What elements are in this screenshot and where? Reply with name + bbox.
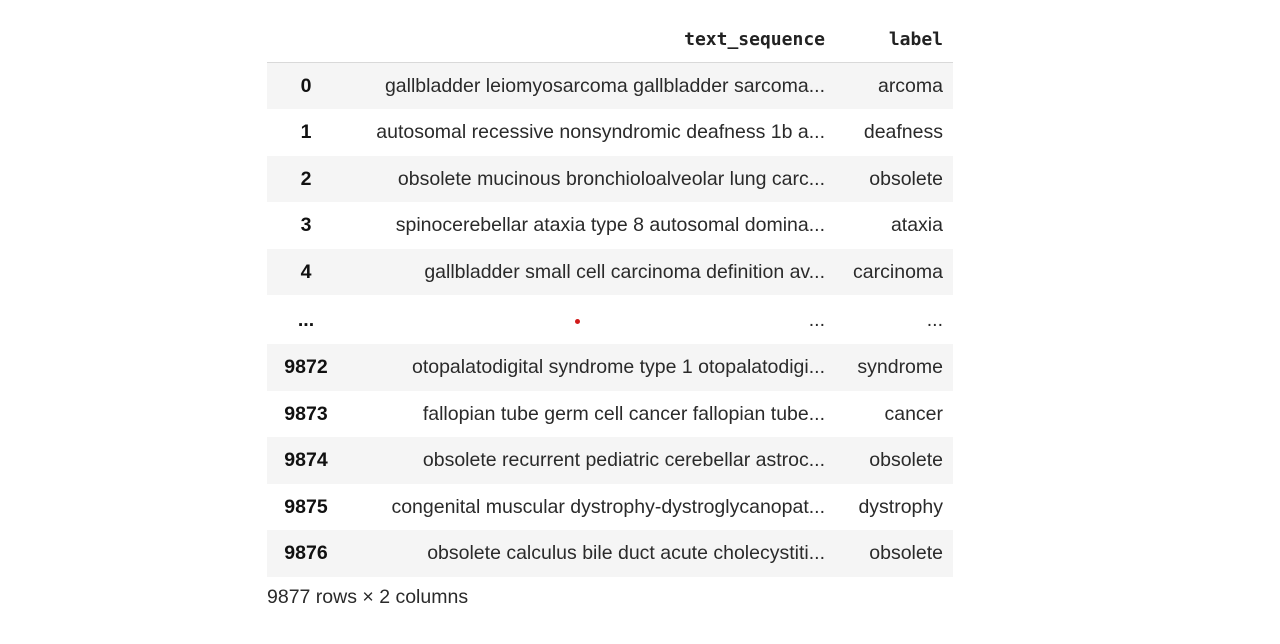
- text-sequence-ellipsis-cell: ...: [345, 295, 835, 344]
- table-row: 9875 congenital muscular dystrophy-dystr…: [267, 483, 953, 530]
- table-row: 0 gallbladder leiomyosarcoma gallbladder…: [267, 62, 953, 109]
- ellipsis-row: ... ... ...: [267, 295, 953, 344]
- text-sequence-cell: obsolete mucinous bronchioloalveolar lun…: [397, 167, 825, 190]
- row-index-ellipsis: ...: [297, 308, 315, 331]
- text-sequence-cell: fallopian tube germ cell cancer fallopia…: [422, 402, 825, 425]
- table-row: 1 autosomal recessive nonsyndromic deafn…: [267, 109, 953, 156]
- table-row: 9876 obsolete calculus bile duct acute c…: [267, 530, 953, 577]
- table-row: 4 gallbladder small cell carcinoma defin…: [267, 248, 953, 295]
- dataframe-output: text_sequence label 0 gallbladder leiomy…: [267, 18, 953, 618]
- table-row: 3 spinocerebellar ataxia type 8 autosoma…: [267, 202, 953, 249]
- row-index: 2: [300, 167, 312, 190]
- table-row: 9874 obsolete recurrent pediatric cerebe…: [267, 437, 953, 484]
- label-cell: obsolete: [869, 542, 943, 565]
- label-cell: syndrome: [857, 356, 943, 379]
- dataframe-table: text_sequence label 0 gallbladder leiomy…: [267, 18, 953, 577]
- text-sequence-ellipsis: ...: [808, 308, 825, 331]
- row-index: 9874: [284, 449, 328, 472]
- column-header-label: label: [835, 18, 953, 63]
- label-cell: obsolete: [869, 167, 943, 190]
- row-index: 1: [300, 121, 312, 144]
- column-header-text-sequence: text_sequence: [345, 18, 835, 63]
- dataframe-shape-caption: 9877 rows × 2 columns: [267, 586, 469, 608]
- red-dot-marker: [575, 318, 580, 324]
- text-sequence-cell: gallbladder leiomyosarcoma gallbladder s…: [384, 75, 825, 97]
- row-index: 9873: [284, 402, 328, 425]
- row-index: 9876: [284, 542, 328, 565]
- label-cell: dystrophy: [858, 495, 943, 518]
- text-sequence-cell: spinocerebellar ataxia type 8 autosomal …: [395, 214, 825, 237]
- text-sequence-cell: otopalatodigital syndrome type 1 otopala…: [411, 356, 825, 379]
- label-ellipsis-cell: ...: [926, 308, 943, 331]
- label-cell: deafness: [863, 121, 943, 144]
- text-sequence-cell: gallbladder small cell carcinoma definit…: [424, 260, 825, 283]
- table-row: 9873 fallopian tube germ cell cancer fal…: [267, 390, 953, 437]
- row-index: 9872: [284, 356, 328, 379]
- label-cell: obsolete: [869, 449, 943, 472]
- index-header: [267, 18, 345, 63]
- label-cell: arcoma: [877, 75, 943, 97]
- row-index: 3: [300, 214, 312, 237]
- text-sequence-cell: obsolete calculus bile duct acute cholec…: [427, 542, 825, 565]
- text-sequence-cell: autosomal recessive nonsyndromic deafnes…: [376, 121, 825, 144]
- label-cell: carcinoma: [853, 260, 943, 283]
- table-row: 2 obsolete mucinous bronchioloalveolar l…: [267, 155, 953, 202]
- row-index: 4: [300, 260, 312, 283]
- label-cell: cancer: [884, 402, 943, 425]
- header-row: text_sequence label: [267, 18, 953, 63]
- table-row: 9872 otopalatodigital syndrome type 1 ot…: [267, 344, 953, 391]
- text-sequence-cell: congenital muscular dystrophy-dystroglyc…: [391, 495, 825, 518]
- text-sequence-cell: obsolete recurrent pediatric cerebellar …: [422, 449, 825, 472]
- row-index: 9875: [284, 495, 328, 518]
- label-cell: ataxia: [890, 214, 943, 237]
- row-index: 0: [300, 75, 312, 97]
